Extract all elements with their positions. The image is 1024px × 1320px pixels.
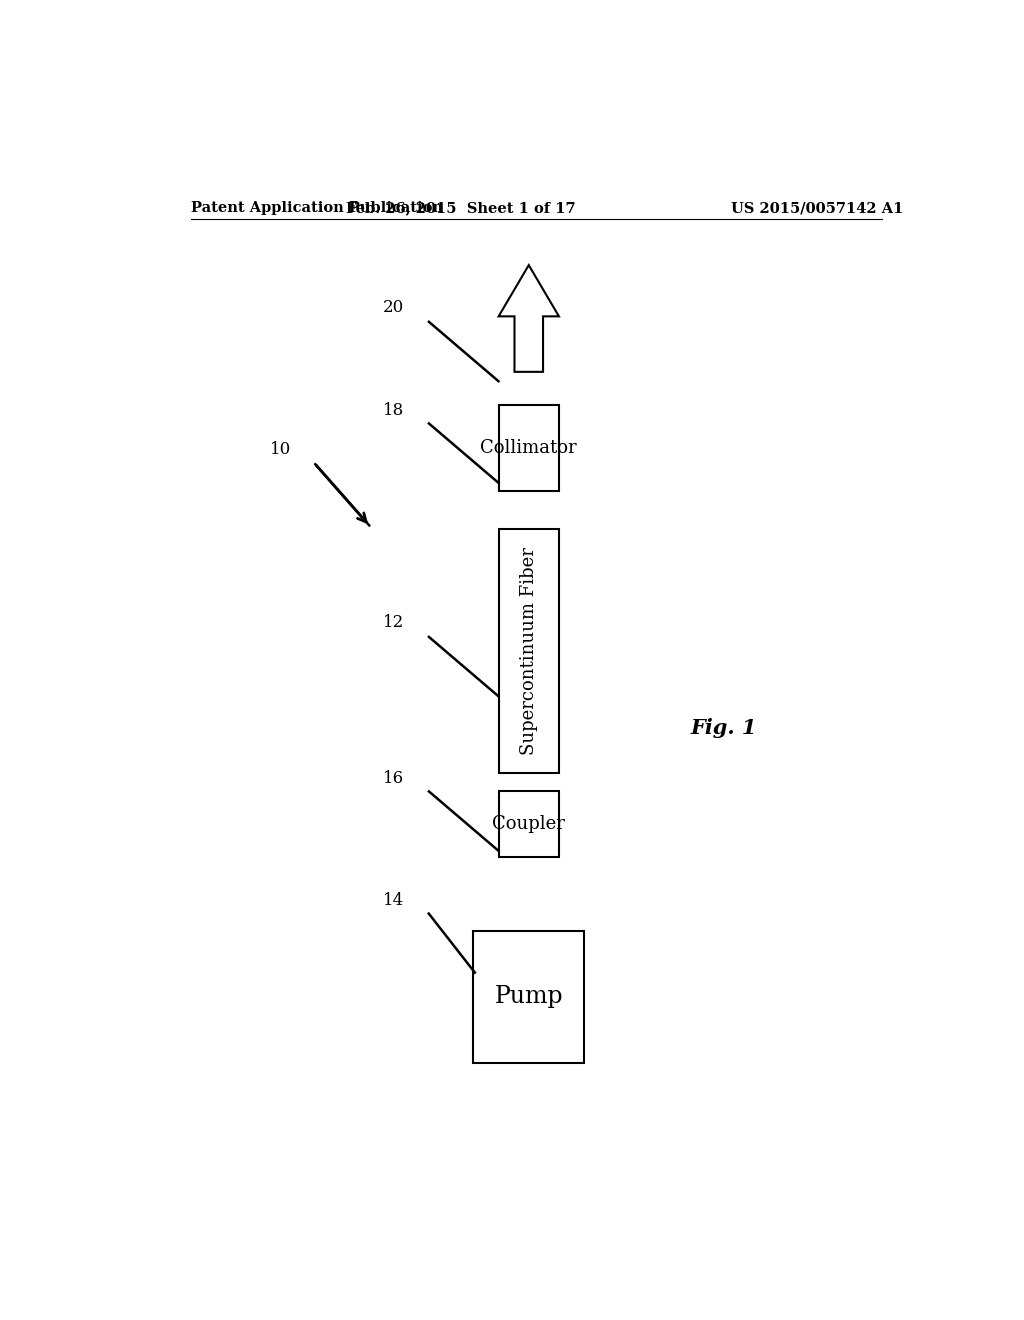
Text: 14: 14 bbox=[383, 892, 404, 909]
Bar bbox=[499, 405, 558, 491]
Text: 20: 20 bbox=[383, 300, 404, 317]
Text: Collimator: Collimator bbox=[480, 440, 578, 457]
Text: Patent Application Publication: Patent Application Publication bbox=[191, 201, 443, 215]
Bar bbox=[473, 931, 585, 1063]
Text: Coupler: Coupler bbox=[493, 816, 565, 833]
Text: 18: 18 bbox=[383, 403, 404, 418]
Text: Feb. 26, 2015  Sheet 1 of 17: Feb. 26, 2015 Sheet 1 of 17 bbox=[346, 201, 577, 215]
Text: US 2015/0057142 A1: US 2015/0057142 A1 bbox=[731, 201, 903, 215]
Text: Supercontinuum Fiber: Supercontinuum Fiber bbox=[520, 548, 538, 755]
Text: Pump: Pump bbox=[495, 986, 563, 1008]
Text: 10: 10 bbox=[269, 441, 291, 458]
Text: Fig. 1: Fig. 1 bbox=[690, 718, 757, 738]
Bar bbox=[499, 529, 558, 774]
Text: 16: 16 bbox=[383, 770, 404, 787]
Bar bbox=[499, 791, 558, 857]
Text: 12: 12 bbox=[383, 614, 404, 631]
Polygon shape bbox=[499, 265, 559, 372]
